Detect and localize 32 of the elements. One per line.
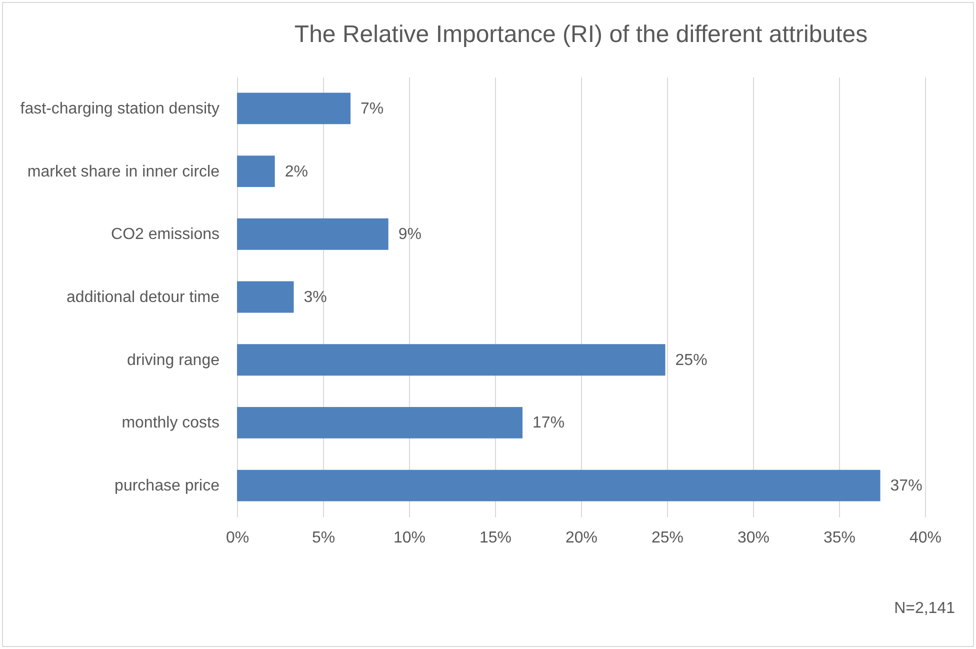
x-tick-label: 5% [312, 530, 336, 546]
y-tick-label: purchase price [114, 478, 220, 495]
x-tick-label: 30% [737, 530, 770, 546]
x-tick-label: 35% [823, 530, 856, 546]
bar [237, 407, 523, 438]
chart-title: The Relative Importance (RI) of the different attributes [294, 21, 868, 48]
x-tick-label: 25% [651, 530, 684, 546]
bar [237, 281, 294, 313]
data-label: 7% [360, 100, 384, 118]
x-tick-label: 0% [226, 530, 250, 546]
data-label: 2% [284, 163, 308, 180]
y-tick-label: CO2 emissions [111, 226, 220, 244]
bar [237, 156, 275, 187]
bar [237, 470, 880, 502]
data-label: 37% [890, 478, 922, 495]
data-label: 3% [304, 289, 327, 306]
data-label: 25% [675, 352, 708, 369]
x-tick-label: 40% [909, 530, 942, 546]
x-tick-label: 10% [393, 530, 426, 546]
bar [237, 344, 666, 376]
data-label: 9% [398, 226, 422, 244]
text: N=2,141 [894, 600, 955, 618]
y-tick-label: fast-charging station density [20, 100, 220, 118]
y-tick-label: market share in inner circle [27, 163, 220, 180]
bar [237, 92, 351, 124]
y-tick-label: additional detour time [66, 289, 220, 306]
y-tick-label: monthly costs [122, 414, 220, 432]
data-label: 17% [532, 414, 565, 432]
bar [237, 218, 388, 250]
x-tick-label: 20% [565, 530, 598, 546]
y-tick-label: driving range [127, 352, 220, 369]
x-tick-label: 15% [479, 530, 512, 546]
